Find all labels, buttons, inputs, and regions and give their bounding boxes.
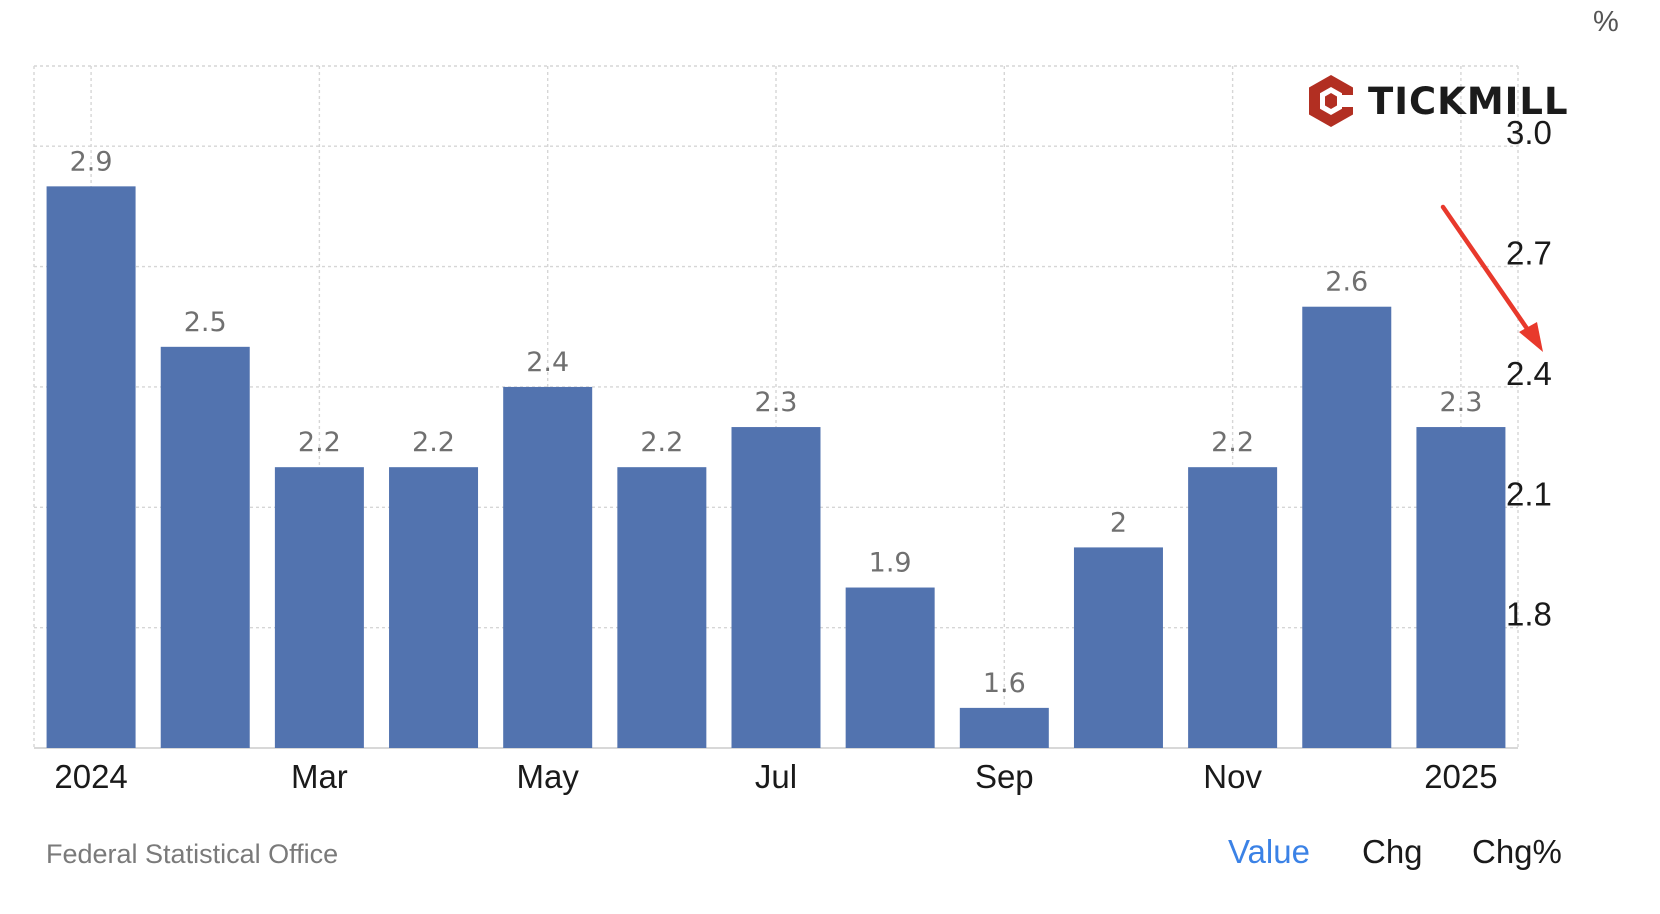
bars — [46, 186, 1506, 749]
bar-value-label: 2.3 — [1439, 387, 1482, 418]
bar-2024-10[interactable] — [1073, 547, 1163, 748]
y-tick-label: 1.8 — [1506, 596, 1552, 633]
bar-value-label: 2.4 — [526, 347, 569, 378]
arrow-head — [1519, 322, 1543, 352]
bar-2024-05[interactable] — [503, 386, 593, 748]
bar-value-label: 2.2 — [1211, 427, 1254, 458]
view-toggle-group: Value Chg Chg% — [1200, 832, 1620, 872]
bar-value-label: 2.3 — [755, 387, 798, 418]
tickmill-logo: TICKMILL — [1306, 72, 1569, 130]
bar-value-label: 1.9 — [869, 548, 912, 579]
bar-value-label: 2.2 — [298, 427, 341, 458]
bar-value-label: 2.9 — [70, 146, 113, 177]
bar-2024-07[interactable] — [731, 427, 821, 748]
y-tick-label: 2.7 — [1506, 235, 1552, 272]
bar-2024-01[interactable] — [46, 186, 136, 749]
bar-2024-12[interactable] — [1302, 306, 1392, 748]
x-tick-label: Jul — [755, 758, 797, 795]
bar-2024-09[interactable] — [959, 707, 1049, 748]
y-tick-label: 3.0 — [1506, 114, 1552, 151]
x-tick-label: May — [517, 758, 580, 795]
y-tick-label: 2.1 — [1506, 475, 1552, 512]
x-axis: 2024 Mar May Jul Sep Nov 2025 — [54, 758, 1497, 795]
bar-value-label: 2 — [1110, 507, 1127, 538]
source-label: Federal Statistical Office — [46, 839, 339, 869]
bar-2024-11[interactable] — [1188, 467, 1278, 748]
y-tick-label: 2.4 — [1506, 355, 1552, 392]
y-axis: 1.8 2.1 2.4 2.7 3.0 — [1506, 114, 1552, 632]
x-tick-label: 2025 — [1424, 758, 1497, 795]
bar-value-label: 2.6 — [1325, 267, 1368, 298]
bar-2024-06[interactable] — [617, 467, 707, 748]
bar-2024-08[interactable] — [845, 587, 935, 748]
bar-value-labels: 2.9 2.5 2.2 2.2 2.4 2.2 2.3 1.9 1.6 2 2.2 2.6 2.3 — [70, 146, 1483, 699]
toggle-chg-percent[interactable]: Chg% — [1472, 833, 1562, 870]
bar-2024-02[interactable] — [160, 346, 250, 748]
bar-2024-04[interactable] — [389, 467, 479, 748]
bar-value-label: 2.2 — [640, 427, 683, 458]
bar-2025-01[interactable] — [1416, 427, 1506, 748]
logo-text: TICKMILL — [1368, 79, 1569, 123]
x-tick-label: Sep — [975, 758, 1034, 795]
x-tick-label: 2024 — [54, 758, 127, 795]
toggle-chg[interactable]: Chg — [1362, 833, 1423, 870]
tickmill-hexagon-icon — [1309, 75, 1354, 127]
bar-value-label: 2.2 — [412, 427, 455, 458]
x-tick-label: Mar — [291, 758, 348, 795]
toggle-value[interactable]: Value — [1228, 833, 1310, 870]
annotation-arrow — [1440, 204, 1543, 352]
bar-2024-03[interactable] — [274, 467, 364, 748]
y-axis-unit: % — [1593, 6, 1619, 38]
x-tick-label: Nov — [1203, 758, 1262, 795]
bar-value-label: 2.5 — [184, 307, 227, 338]
bar-value-label: 1.6 — [983, 668, 1026, 699]
arrow-shaft — [1440, 204, 1540, 346]
